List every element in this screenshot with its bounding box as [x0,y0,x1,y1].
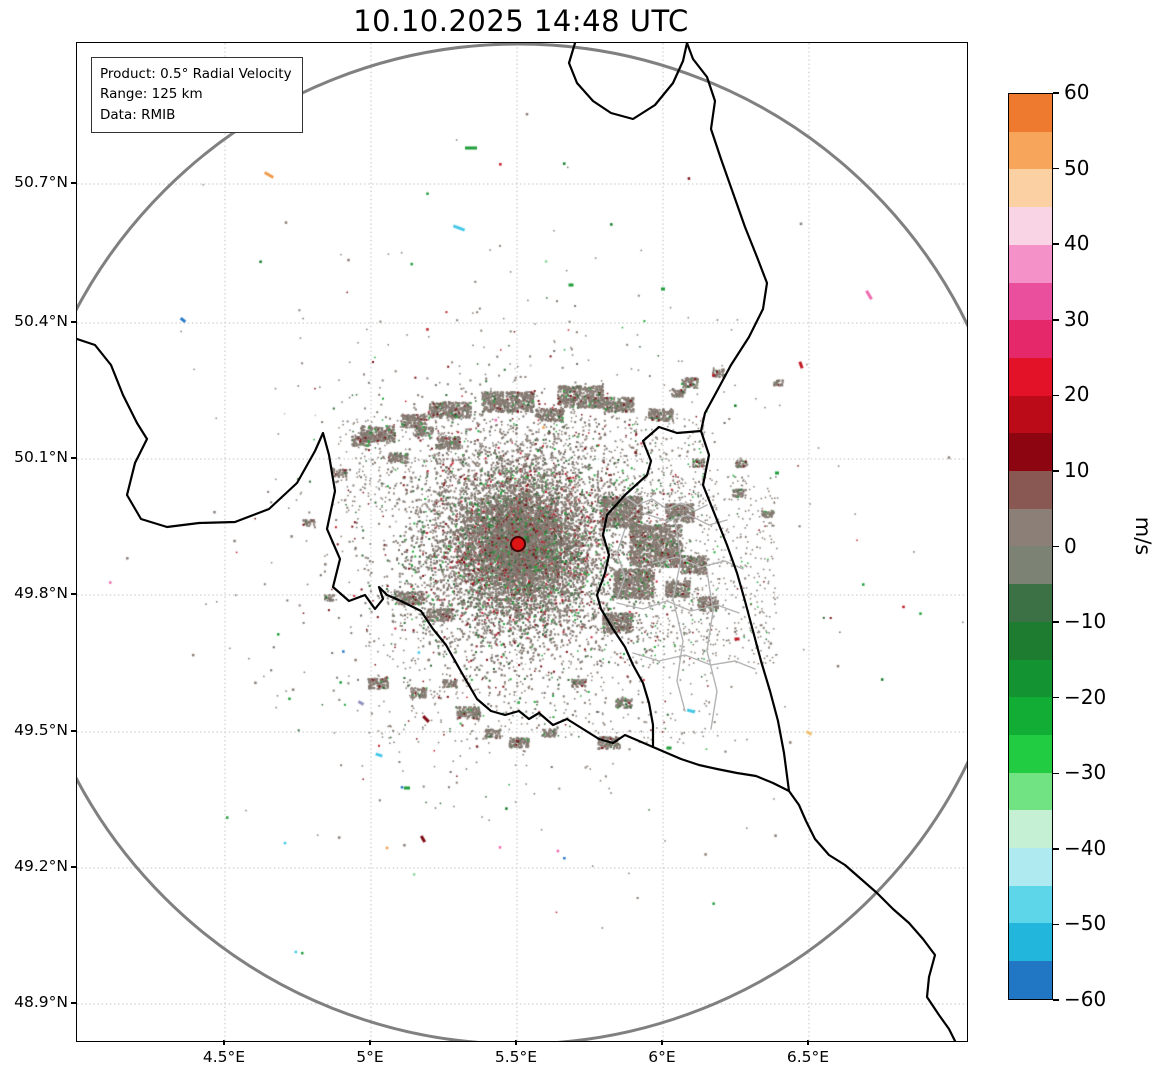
x-tick-label: 4.5°E [202,1048,246,1066]
colorbar-tick-mark [1053,394,1059,397]
colorbar-segment [1009,659,1052,698]
plot-title: 10.10.2025 14:48 UTC [353,4,689,38]
colorbar-tick-mark [1053,319,1059,321]
colorbar-tick-mark [1053,772,1059,774]
colorbar-segment [1009,923,1052,962]
y-tick-mark [71,593,76,595]
colorbar-tick-mark [1053,923,1059,926]
colorbar-segment [1009,885,1052,924]
colorbar-tick-mark [1053,243,1059,245]
x-tick-mark [807,1040,809,1045]
colorbar-segment [1009,244,1052,283]
colorbar-segment [1009,772,1052,811]
colorbar-unit-label: m/s [1131,516,1156,556]
colorbar-tick-label: −30 [1064,760,1107,785]
colorbar-segment [1009,508,1052,547]
colorbar-tick-label: 40 [1064,231,1090,256]
y-tick-label: 50.1°N [14,448,68,466]
colorbar-segment [1009,169,1052,208]
y-tick-label: 49.2°N [14,857,68,875]
y-tick-label: 49.5°N [14,721,68,739]
colorbar-tick-label: 20 [1064,382,1090,407]
y-tick-label: 50.4°N [14,312,68,330]
colorbar-segment [1009,207,1052,245]
x-tick-label: 5.5°E [494,1048,538,1066]
y-tick-mark [71,866,76,868]
colorbar-tick-mark [1053,545,1059,548]
map-layer [77,43,967,1041]
colorbar-tick-mark [1053,696,1059,699]
colorbar-tick-label: −10 [1064,609,1107,634]
product-info-box: Product: 0.5° Radial Velocity Range: 125… [91,57,303,133]
colorbar-tick-label: 10 [1064,457,1090,482]
colorbar-segment [1009,357,1052,396]
y-tick-label: 49.8°N [14,584,68,602]
colorbar-tick-mark [1053,848,1059,850]
colorbar-tick-label: −40 [1064,835,1107,860]
x-tick-label: 6.5°E [786,1048,830,1066]
colorbar-segment [1009,94,1052,132]
colorbar-segment [1009,961,1052,999]
product-line: Product: 0.5° Radial Velocity [100,66,292,82]
colorbar-tick-mark [1053,470,1059,472]
range-line: Range: 125 km [100,86,203,103]
colorbar-segment [1009,697,1052,735]
colorbar-segment [1009,320,1052,358]
colorbar-segment [1009,810,1052,849]
colorbar-segment [1009,131,1052,170]
colorbar-segment [1009,734,1052,773]
x-tick-mark [223,1040,225,1045]
y-tick-mark [71,730,76,732]
colorbar-segment [1009,848,1052,886]
y-tick-mark [71,321,76,323]
colorbar-tick-label: 60 [1064,80,1090,104]
radar-site-dot [510,536,526,552]
colorbar-tick-label: 30 [1064,306,1090,331]
x-tick-mark [661,1040,663,1045]
colorbar-tick-mark [1053,92,1059,94]
y-tick-label: 50.7°N [14,173,68,191]
x-tick-mark [369,1040,371,1045]
colorbar-segment [1009,395,1052,434]
y-tick-mark [71,182,76,184]
y-tick-label: 48.9°N [14,993,68,1011]
x-tick-label: 6°E [648,1048,676,1066]
colorbar-tick-label: −50 [1064,911,1107,936]
colorbar-segment [1009,433,1052,472]
colorbar-tick-label: 0 [1064,533,1077,558]
colorbar-tick-mark [1053,167,1059,170]
colorbar-tick-mark [1053,621,1059,623]
colorbar-segment [1009,471,1052,509]
colorbar-segment [1009,621,1052,660]
colorbar-tick-label: −60 [1064,987,1107,1011]
colorbar-tick-mark [1053,999,1059,1001]
y-tick-mark [71,1002,76,1004]
colorbar-segment [1009,546,1052,585]
colorbar-tick-label: 50 [1064,155,1090,180]
plot-area: Product: 0.5° Radial Velocity Range: 125… [76,42,968,1042]
x-tick-mark [515,1040,517,1045]
colorbar [1008,93,1053,1000]
x-tick-label: 5°E [356,1048,384,1066]
data-source-line: Data: RMIB [100,106,176,123]
y-tick-mark [71,457,76,459]
colorbar-segment [1009,282,1052,321]
colorbar-segment [1009,584,1052,622]
colorbar-tick-label: −20 [1064,684,1107,709]
